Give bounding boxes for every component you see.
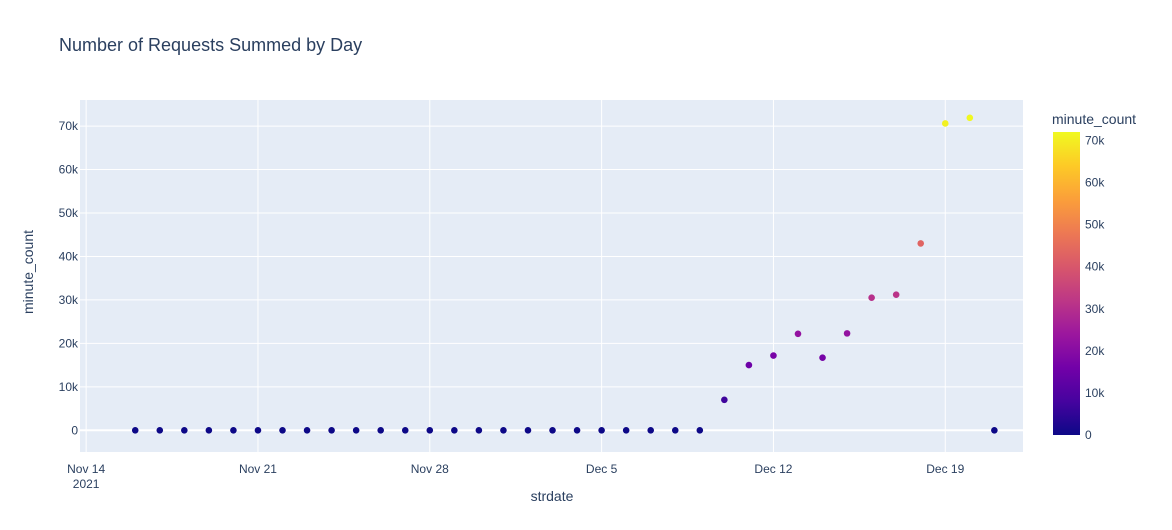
scatter-point xyxy=(131,426,139,434)
plot-area xyxy=(80,100,1023,452)
colorbar-tick-label: 20k xyxy=(1085,344,1105,358)
scatter-point xyxy=(721,396,728,404)
colorbar-tick-label: 30k xyxy=(1085,302,1105,316)
scatter-point xyxy=(549,426,556,434)
scatter-point xyxy=(230,426,237,434)
scatter-point xyxy=(451,426,458,434)
scatter-point xyxy=(819,354,826,361)
scatter-point xyxy=(500,426,507,434)
scatter-point xyxy=(181,426,188,434)
scatter-point xyxy=(941,120,949,127)
scatter-point xyxy=(770,352,777,359)
colorbar-tick-label: 10k xyxy=(1085,386,1105,400)
scatter-point xyxy=(966,114,974,122)
data-points xyxy=(131,114,998,434)
scatter-point xyxy=(647,426,655,434)
scatter-point xyxy=(303,426,311,434)
y-tick-label: 0 xyxy=(71,423,78,437)
y-tick-label: 20k xyxy=(59,336,79,350)
x-tick-label: Nov 21 xyxy=(239,462,277,476)
colorbar-tick-label: 0 xyxy=(1085,428,1092,442)
scatter-point xyxy=(475,426,483,434)
x-tick-label: Dec 12 xyxy=(754,462,792,476)
colorbar-title: minute_count xyxy=(1052,111,1136,127)
x-tick-label: Nov 14 xyxy=(67,462,105,476)
y-tick-label: 70k xyxy=(59,119,79,133)
x-axis-title: strdate xyxy=(531,488,574,504)
y-tick-label: 10k xyxy=(59,380,79,394)
x-tick-label: Nov 28 xyxy=(411,462,449,476)
scatter-point xyxy=(205,426,213,434)
y-tick-label: 60k xyxy=(59,163,79,177)
colorbar-tick-label: 40k xyxy=(1085,260,1105,274)
y-tick-label: 40k xyxy=(59,249,79,263)
scatter-point xyxy=(401,426,409,434)
scatter-point xyxy=(843,330,851,337)
chart-title: Number of Requests Summed by Day xyxy=(59,35,362,55)
scatter-point xyxy=(156,426,164,434)
y-axis-title: minute_count xyxy=(20,230,36,314)
colorbar-ticks: 0 10k 20k 30k 40k 50k 60k 70k xyxy=(1085,133,1105,442)
scatter-point xyxy=(279,426,286,434)
scatter-point xyxy=(991,426,998,434)
y-tick-label: 50k xyxy=(59,206,79,220)
scatter-point xyxy=(328,426,335,434)
x-tick-sublabel: 2021 xyxy=(73,477,100,491)
scatter-point xyxy=(573,426,581,434)
scatter-point xyxy=(377,426,384,434)
scatter-point xyxy=(524,426,532,434)
scatter-point xyxy=(892,291,900,298)
scatter-point xyxy=(598,426,605,434)
scatter-point xyxy=(745,361,753,369)
colorbar-tick-label: 70k xyxy=(1085,133,1105,147)
x-tick-label: Dec 5 xyxy=(586,462,618,476)
scatter-point xyxy=(352,426,360,434)
scatter-point xyxy=(868,294,875,302)
scatter-point xyxy=(794,330,802,338)
grid-lines xyxy=(80,100,1023,452)
scatter-point xyxy=(917,240,925,247)
y-axis-ticks: 0 10k 20k 30k 40k 50k 60k 70k xyxy=(59,119,79,437)
colorbar-tick-label: 50k xyxy=(1085,218,1105,232)
y-tick-label: 30k xyxy=(59,293,79,307)
scatter-point xyxy=(671,426,679,434)
scatter-point xyxy=(254,426,262,434)
scatter-point xyxy=(426,426,434,434)
colorbar xyxy=(1053,132,1080,435)
x-tick-label: Dec 19 xyxy=(926,462,964,476)
scatter-point xyxy=(696,426,704,434)
colorbar-tick-label: 60k xyxy=(1085,176,1105,190)
scatter-point xyxy=(622,426,630,434)
